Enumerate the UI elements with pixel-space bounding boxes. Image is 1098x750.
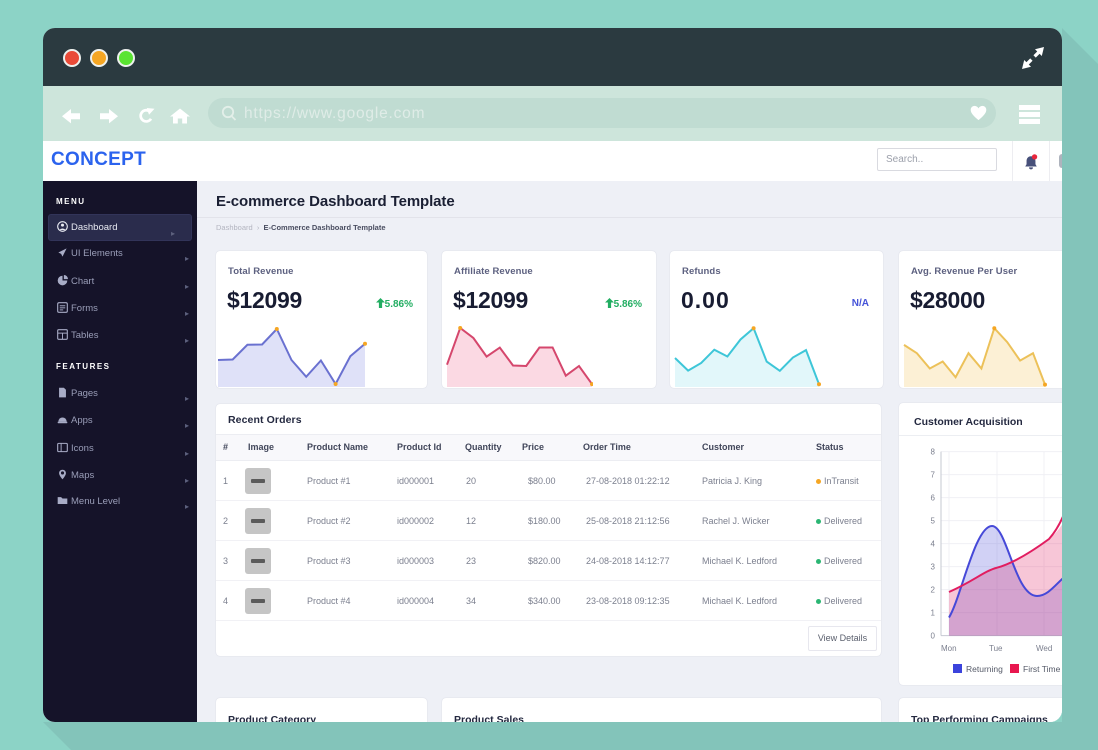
svg-text:0: 0 [931,632,936,641]
svg-text:Mon: Mon [941,644,957,653]
svg-text:5: 5 [931,517,936,526]
svg-text:7: 7 [931,471,936,480]
svg-text:3: 3 [931,563,936,572]
svg-text:8: 8 [931,448,936,457]
svg-text:1: 1 [931,609,936,618]
svg-text:6: 6 [931,494,936,503]
svg-text:4: 4 [931,540,936,549]
svg-text:Tue: Tue [989,644,1003,653]
svg-text:Wed: Wed [1036,644,1052,653]
svg-text:2: 2 [931,586,936,595]
